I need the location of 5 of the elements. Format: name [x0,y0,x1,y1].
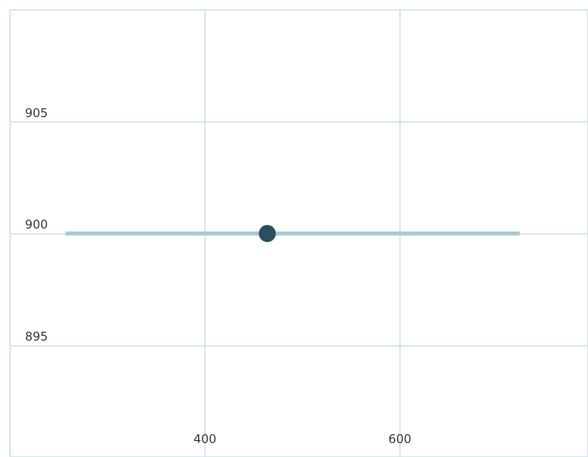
y-tick-label: 900 [25,218,48,232]
y-tick-label: 895 [25,329,48,344]
y-tick-label: 905 [25,106,48,120]
x-tick-label: 400 [193,432,216,446]
x-tick-label: 600 [388,432,412,446]
